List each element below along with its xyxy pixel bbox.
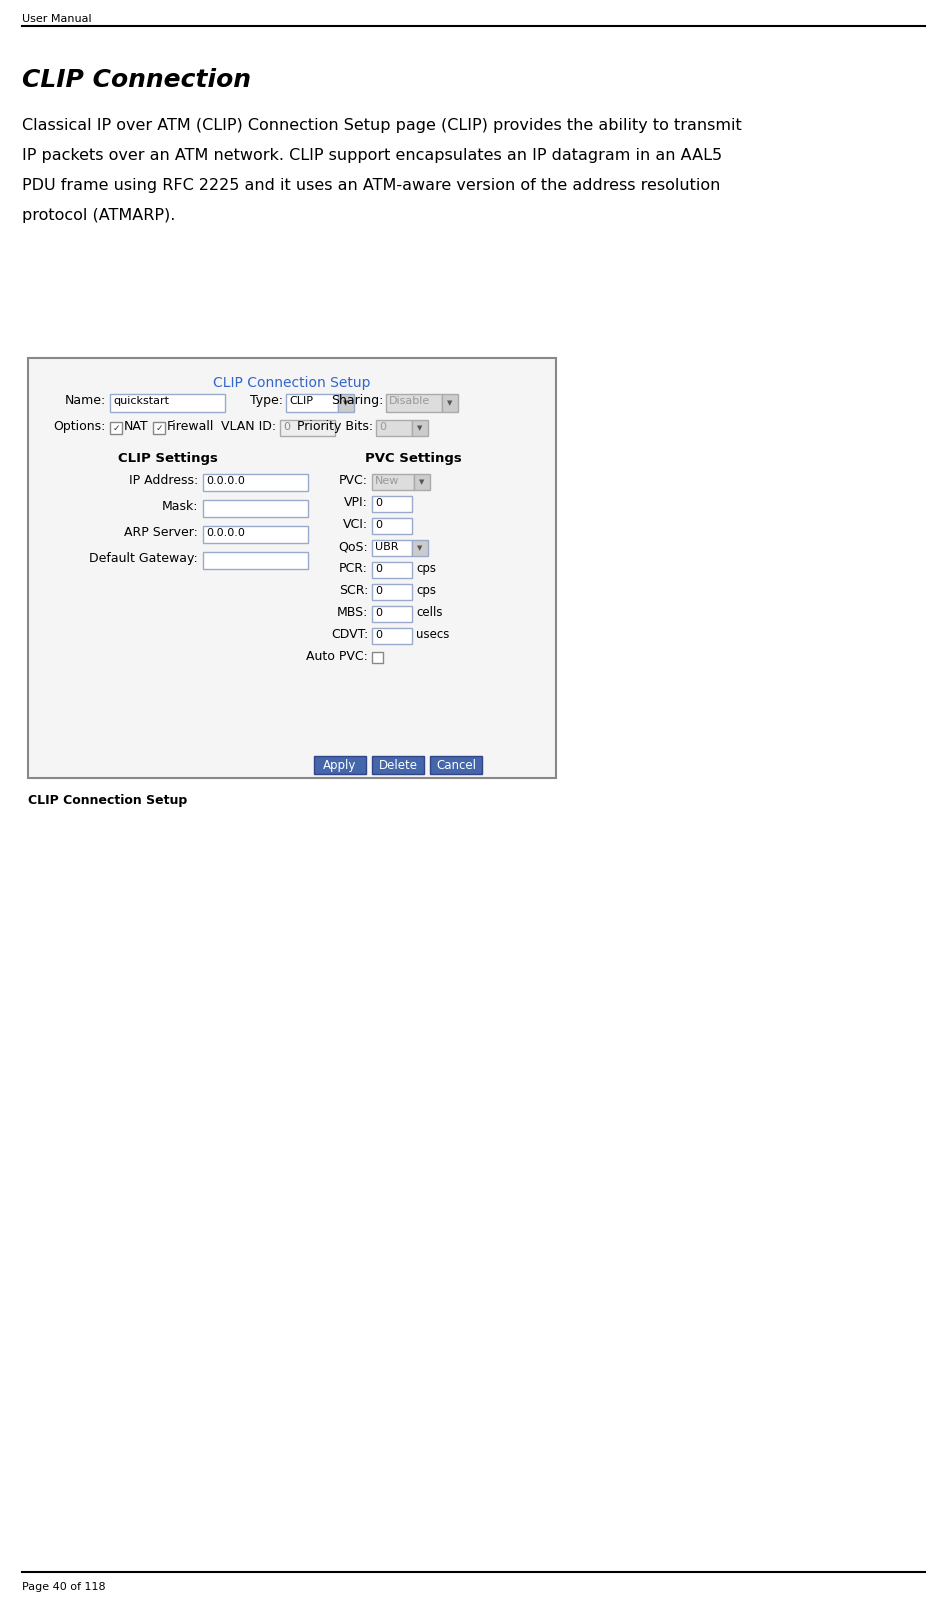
Text: Mask:: Mask: xyxy=(162,500,198,512)
Text: usecs: usecs xyxy=(416,628,450,640)
Text: Default Gateway:: Default Gateway: xyxy=(89,552,198,565)
Text: Apply: Apply xyxy=(323,759,357,772)
Text: Auto PVC:: Auto PVC: xyxy=(306,650,368,663)
Text: PVC:: PVC: xyxy=(339,474,368,487)
Text: quickstart: quickstart xyxy=(113,395,169,407)
Text: 0: 0 xyxy=(379,423,386,432)
Text: 0: 0 xyxy=(375,608,382,618)
Text: ▼: ▼ xyxy=(420,479,424,485)
Bar xyxy=(28,359,556,778)
Text: Name:: Name: xyxy=(64,394,106,407)
Text: ARP Server:: ARP Server: xyxy=(124,527,198,540)
Bar xyxy=(338,394,354,411)
Text: 0: 0 xyxy=(375,498,382,508)
Bar xyxy=(203,474,308,492)
Bar xyxy=(372,584,412,600)
Bar xyxy=(153,423,165,434)
Text: Disable: Disable xyxy=(389,395,430,407)
Text: ▼: ▼ xyxy=(344,400,348,407)
Bar xyxy=(372,562,412,578)
Text: cells: cells xyxy=(416,607,442,620)
Text: CLIP Connection Setup: CLIP Connection Setup xyxy=(28,794,188,807)
Text: IP packets over an ATM network. CLIP support encapsulates an IP datagram in an A: IP packets over an ATM network. CLIP sup… xyxy=(22,147,723,163)
Bar xyxy=(430,756,482,773)
Text: CLIP Connection: CLIP Connection xyxy=(22,67,251,91)
Text: PDU frame using RFC 2225 and it uses an ATM-aware version of the address resolut: PDU frame using RFC 2225 and it uses an … xyxy=(22,178,721,194)
Text: Page 40 of 118: Page 40 of 118 xyxy=(22,1582,106,1591)
Bar xyxy=(372,628,412,644)
Text: VCI:: VCI: xyxy=(343,519,368,532)
Text: ▼: ▼ xyxy=(418,544,422,551)
Text: Sharing:: Sharing: xyxy=(331,394,383,407)
Text: CLIP: CLIP xyxy=(289,395,313,407)
Text: QoS:: QoS: xyxy=(338,540,368,552)
Bar xyxy=(412,419,428,435)
Bar xyxy=(372,474,414,490)
Text: CLIP Connection Setup: CLIP Connection Setup xyxy=(213,376,370,391)
Text: 0.0.0.0: 0.0.0.0 xyxy=(206,528,245,538)
Text: Options:: Options: xyxy=(54,419,106,432)
Text: NAT: NAT xyxy=(124,419,149,432)
Text: New: New xyxy=(375,475,400,487)
Bar xyxy=(386,394,442,411)
Bar xyxy=(203,527,308,543)
Text: VPI:: VPI: xyxy=(344,496,368,509)
Bar xyxy=(372,540,412,556)
Text: ✓: ✓ xyxy=(113,424,119,432)
Bar xyxy=(110,423,122,434)
Text: Classical IP over ATM (CLIP) Connection Setup page (CLIP) provides the ability t: Classical IP over ATM (CLIP) Connection … xyxy=(22,118,742,133)
Text: 0: 0 xyxy=(375,586,382,596)
Text: protocol (ATMARP).: protocol (ATMARP). xyxy=(22,208,175,223)
Text: SCR:: SCR: xyxy=(339,584,368,597)
Bar xyxy=(372,519,412,535)
Text: User Manual: User Manual xyxy=(22,14,92,24)
Bar xyxy=(110,394,225,411)
Text: ▼: ▼ xyxy=(418,424,422,431)
Bar xyxy=(372,756,424,773)
Bar xyxy=(203,552,308,568)
Text: cps: cps xyxy=(416,562,436,575)
Bar xyxy=(372,496,412,512)
Text: cps: cps xyxy=(416,584,436,597)
Text: Delete: Delete xyxy=(379,759,418,772)
Text: 0.0.0.0: 0.0.0.0 xyxy=(206,475,245,487)
Text: Cancel: Cancel xyxy=(436,759,476,772)
Text: MBS:: MBS: xyxy=(336,607,368,620)
Text: 0: 0 xyxy=(375,631,382,640)
Text: CDVT:: CDVT: xyxy=(331,628,368,640)
Bar xyxy=(412,540,428,556)
Text: PVC Settings: PVC Settings xyxy=(365,451,461,464)
Bar xyxy=(414,474,430,490)
Bar xyxy=(372,607,412,623)
Text: ▼: ▼ xyxy=(447,400,453,407)
Text: VLAN ID:: VLAN ID: xyxy=(221,419,276,432)
Bar xyxy=(372,652,383,663)
Text: UBR: UBR xyxy=(375,543,399,552)
Bar xyxy=(280,419,335,435)
Bar xyxy=(286,394,338,411)
Text: IP Address:: IP Address: xyxy=(129,474,198,487)
Text: ✓: ✓ xyxy=(155,424,163,432)
Text: 0: 0 xyxy=(375,564,382,575)
Text: 0: 0 xyxy=(375,520,382,530)
Text: PCR:: PCR: xyxy=(339,562,368,575)
Text: CLIP Settings: CLIP Settings xyxy=(118,451,218,464)
Bar xyxy=(376,419,412,435)
Bar xyxy=(203,500,308,517)
Text: Priority Bits:: Priority Bits: xyxy=(296,419,373,432)
Text: 0: 0 xyxy=(283,423,290,432)
Text: Firewall: Firewall xyxy=(167,419,214,432)
Bar xyxy=(314,756,366,773)
Text: Type:: Type: xyxy=(250,394,283,407)
Bar xyxy=(442,394,458,411)
